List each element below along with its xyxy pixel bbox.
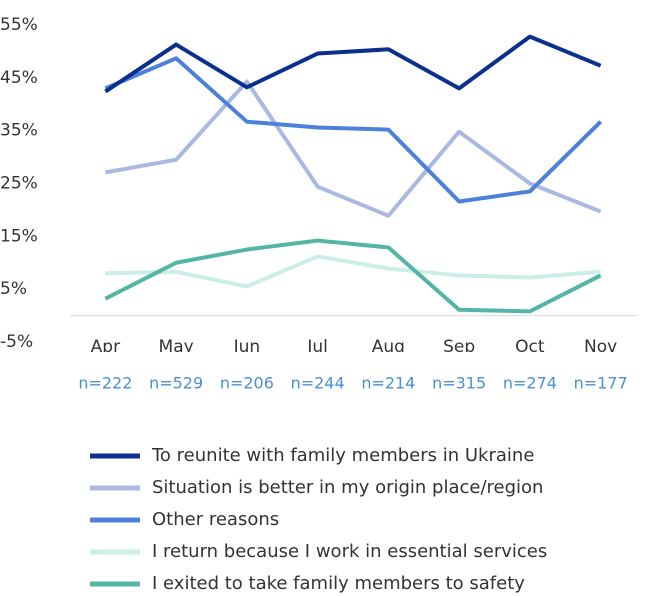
y-tick-label: 35%	[0, 121, 38, 141]
legend-label: I return because I work in essential ser…	[152, 541, 547, 562]
x-tick-label: Nov	[584, 337, 617, 357]
x-tick-label: Oct	[515, 337, 545, 357]
y-tick-label: 45%	[0, 68, 38, 88]
sample-size: n=274	[503, 374, 557, 393]
sample-size: n=214	[361, 374, 415, 393]
y-tick-label: 5%	[0, 279, 27, 299]
series-line	[104, 34, 602, 94]
series-line	[104, 56, 603, 204]
x-tick-label: Aug	[372, 337, 405, 357]
series-line	[104, 238, 602, 314]
sample-size: n=315	[432, 374, 486, 393]
sample-size: n=529	[149, 374, 203, 393]
legend-label: To reunite with family members in Ukrain…	[151, 445, 534, 466]
y-tick-label: 15%	[0, 226, 38, 246]
y-tick-label: 55%	[0, 15, 38, 35]
sample-size: n=206	[220, 374, 274, 393]
y-tick-label: -5%	[0, 332, 33, 352]
y-tick-label: 25%	[0, 174, 38, 194]
legend-label: Other reasons	[152, 509, 279, 530]
legend-label: Situation is better in my origin place/r…	[152, 477, 543, 498]
x-tick-label: Apr	[91, 337, 120, 357]
legend-label: I exited to take family members to safet…	[152, 573, 525, 594]
x-tick-label: Jul	[306, 337, 328, 357]
series-line	[105, 254, 601, 289]
sample-size: n=222	[78, 374, 132, 393]
x-labels: Apr May Jun Jul Aug Sep Oct Nov	[91, 337, 618, 357]
sample-size: n=177	[574, 374, 628, 393]
series-line	[105, 79, 602, 218]
x-tick-label: May	[159, 337, 194, 357]
sample-size: n=244	[291, 374, 345, 393]
x-tick-label: Jun	[233, 337, 261, 357]
x-tick-label: Sep	[443, 337, 475, 357]
